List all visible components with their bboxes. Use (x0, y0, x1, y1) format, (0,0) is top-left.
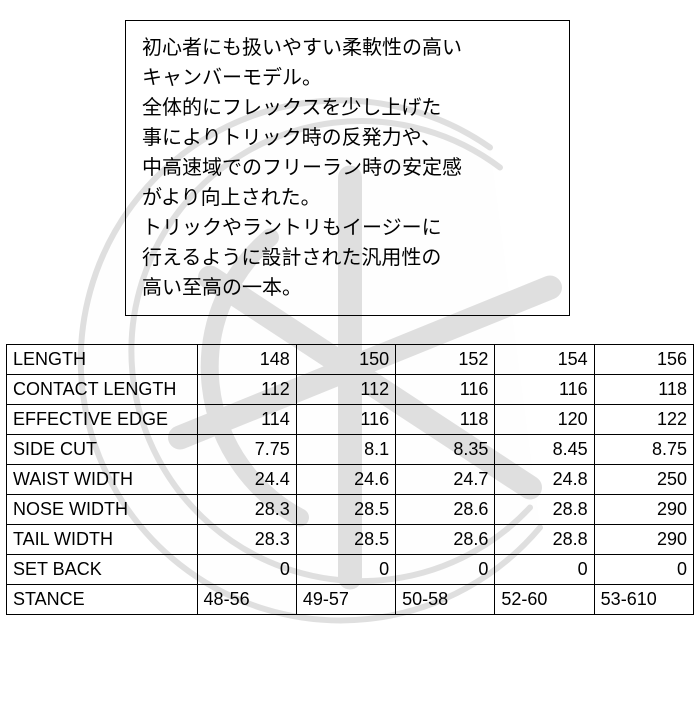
description-box: 初心者にも扱いやすい柔軟性の高い キャンバーモデル。 全体的にフレックスを少し上… (125, 20, 570, 316)
table-cell: 8.35 (396, 435, 495, 465)
table-cell: 24.6 (296, 465, 395, 495)
row-label: EFFECTIVE EDGE (7, 405, 198, 435)
description-line: がより向上された。 (142, 183, 553, 213)
description-line: トリックやラントリもイージーに (142, 213, 553, 243)
table-cell: 152 (396, 345, 495, 375)
table-cell: 250 (594, 465, 693, 495)
table-cell: 156 (594, 345, 693, 375)
table-cell: 8.1 (296, 435, 395, 465)
table-cell: 28.8 (495, 525, 594, 555)
table-cell: 52-60 (495, 585, 594, 615)
table-cell: 8.45 (495, 435, 594, 465)
description-line: 中高速域でのフリーラン時の安定感 (142, 153, 553, 183)
table-cell: 118 (594, 375, 693, 405)
description-line: 高い至高の一本。 (142, 273, 553, 303)
table-cell: 28.6 (396, 525, 495, 555)
table-cell: 122 (594, 405, 693, 435)
row-label: WAIST WIDTH (7, 465, 198, 495)
table-cell: 114 (197, 405, 296, 435)
table-cell: 116 (495, 375, 594, 405)
table-cell: 48-56 (197, 585, 296, 615)
table-cell: 53-610 (594, 585, 693, 615)
table-cell: 7.75 (197, 435, 296, 465)
table-cell: 120 (495, 405, 594, 435)
row-label: NOSE WIDTH (7, 495, 198, 525)
table-cell: 28.3 (197, 525, 296, 555)
table-cell: 150 (296, 345, 395, 375)
table-row: SIDE CUT7.758.18.358.458.75 (7, 435, 694, 465)
table-cell: 50-58 (396, 585, 495, 615)
table-cell: 118 (396, 405, 495, 435)
spec-table: LENGTH148150152154156CONTACT LENGTH11211… (6, 344, 694, 615)
table-cell: 116 (296, 405, 395, 435)
row-label: LENGTH (7, 345, 198, 375)
table-cell: 290 (594, 495, 693, 525)
row-label: SIDE CUT (7, 435, 198, 465)
description-line: キャンバーモデル。 (142, 63, 553, 93)
table-cell: 0 (396, 555, 495, 585)
row-label: SET BACK (7, 555, 198, 585)
description-line: 事によりトリック時の反発力や、 (142, 123, 553, 153)
table-row: LENGTH148150152154156 (7, 345, 694, 375)
table-cell: 0 (594, 555, 693, 585)
table-cell: 112 (296, 375, 395, 405)
table-cell: 24.7 (396, 465, 495, 495)
table-cell: 112 (197, 375, 296, 405)
table-row: WAIST WIDTH24.424.624.724.8250 (7, 465, 694, 495)
table-row: CONTACT LENGTH112112116116118 (7, 375, 694, 405)
row-label: TAIL WIDTH (7, 525, 198, 555)
table-cell: 0 (197, 555, 296, 585)
table-cell: 28.6 (396, 495, 495, 525)
table-cell: 0 (296, 555, 395, 585)
description-line: 行えるように設計された汎用性の (142, 243, 553, 273)
table-cell: 0 (495, 555, 594, 585)
table-cell: 290 (594, 525, 693, 555)
row-label: CONTACT LENGTH (7, 375, 198, 405)
table-cell: 116 (396, 375, 495, 405)
table-row: STANCE48-5649-5750-5852-6053-610 (7, 585, 694, 615)
table-cell: 24.8 (495, 465, 594, 495)
description-line: 全体的にフレックスを少し上げた (142, 93, 553, 123)
table-row: SET BACK00000 (7, 555, 694, 585)
description-line: 初心者にも扱いやすい柔軟性の高い (142, 33, 553, 63)
table-cell: 28.5 (296, 525, 395, 555)
table-cell: 24.4 (197, 465, 296, 495)
table-cell: 49-57 (296, 585, 395, 615)
table-cell: 8.75 (594, 435, 693, 465)
table-cell: 154 (495, 345, 594, 375)
row-label: STANCE (7, 585, 198, 615)
table-row: TAIL WIDTH28.328.528.628.8290 (7, 525, 694, 555)
table-cell: 148 (197, 345, 296, 375)
table-row: NOSE WIDTH28.328.528.628.8290 (7, 495, 694, 525)
table-cell: 28.5 (296, 495, 395, 525)
table-cell: 28.3 (197, 495, 296, 525)
table-row: EFFECTIVE EDGE114116118120122 (7, 405, 694, 435)
table-cell: 28.8 (495, 495, 594, 525)
